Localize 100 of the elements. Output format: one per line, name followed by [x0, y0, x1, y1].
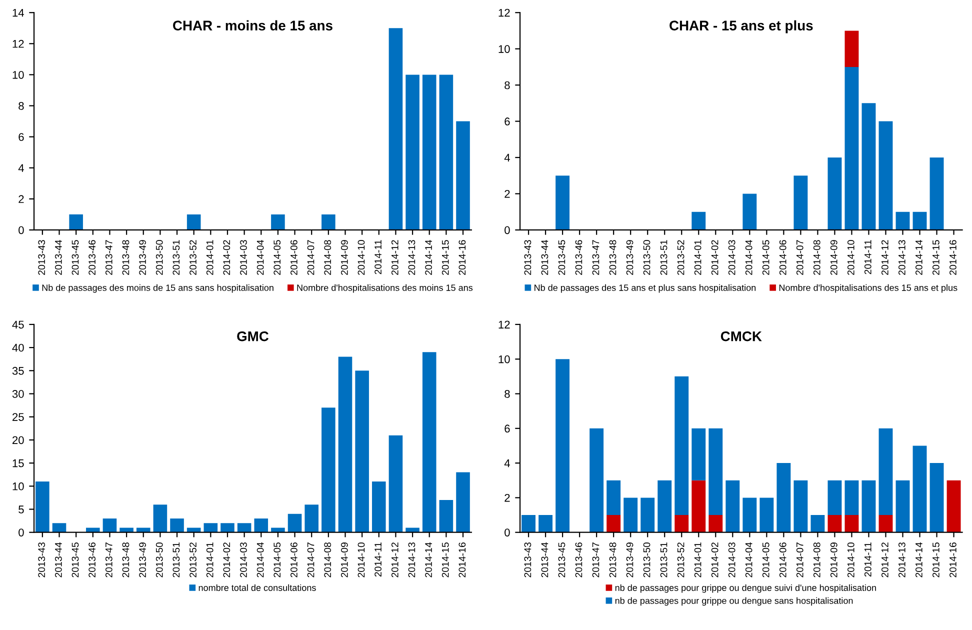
- bar: [86, 528, 100, 532]
- x-tick-label: 2014-05: [274, 542, 281, 578]
- bar: [36, 482, 50, 532]
- bar: [288, 514, 302, 532]
- x-tick-label: 2013-52: [190, 542, 196, 578]
- x-tick-label: 2013-48: [609, 240, 616, 275]
- x-tick-label: 2014-15: [932, 240, 940, 275]
- bar: [102, 518, 117, 532]
- bar: [538, 515, 553, 532]
- bar: [338, 356, 352, 532]
- bar: [708, 515, 723, 532]
- y-tick-label: 14: [12, 8, 24, 17]
- x-tick-label: 2014-11: [864, 542, 872, 577]
- x-tick-label: 2014-01: [694, 542, 702, 578]
- bar: [658, 480, 672, 532]
- bar: [624, 498, 638, 532]
- x-tick-label: 2014-16: [950, 240, 956, 275]
- bar: [878, 121, 893, 230]
- x-tick-label: 2013-45: [558, 240, 566, 275]
- bar: [742, 498, 757, 532]
- x-tick-label: 2013-49: [139, 542, 146, 578]
- y-tick-label: 2: [18, 195, 24, 203]
- x-tick-label: 2013-50: [643, 542, 650, 578]
- bar: [153, 504, 168, 532]
- chart-title: CHAR - moins de 15 ans: [173, 20, 332, 30]
- x-tick-label: 2013-52: [677, 542, 684, 578]
- bar: [355, 370, 369, 532]
- x-tick-label: 2014-07: [307, 240, 314, 275]
- bar: [456, 472, 470, 532]
- bar: [692, 428, 706, 480]
- y-tick-label: 6: [504, 424, 510, 433]
- bar: [844, 515, 859, 532]
- x-tick-label: 2014-03: [240, 240, 247, 275]
- x-tick-label: 2014-14: [915, 542, 922, 578]
- x-tick-label: 2014-09: [830, 240, 838, 275]
- x-tick-label: 2014-11: [864, 240, 872, 274]
- y-tick-label: 8: [504, 81, 510, 90]
- y-tick-label: 2: [504, 190, 510, 198]
- bar: [606, 480, 621, 516]
- y-tick-label: 0: [504, 528, 510, 536]
- x-tick-label: 2013-47: [105, 542, 112, 578]
- bar: [640, 498, 655, 532]
- x-tick-label: 2013-44: [54, 542, 62, 578]
- x-tick-label: 2014-11: [374, 542, 382, 577]
- x-tick-label: 2014-07: [796, 240, 804, 275]
- chart-title: GMC: [237, 331, 269, 342]
- x-tick-label: 2014-12: [881, 240, 888, 275]
- bar: [810, 515, 825, 532]
- bar: [760, 498, 774, 532]
- x-tick-label: 2013-43: [524, 542, 532, 578]
- bar: [828, 480, 842, 516]
- x-tick-label: 2014-16: [950, 542, 956, 578]
- x-tick-label: 2013-49: [139, 240, 146, 275]
- bar: [692, 212, 706, 230]
- y-tick-label: 10: [498, 355, 510, 364]
- x-tick-label: 2014-04: [745, 542, 752, 578]
- x-tick-label: 2014-04: [256, 240, 264, 275]
- x-tick-label: 2013-45: [72, 542, 79, 578]
- x-tick-label: 2013-48: [609, 542, 616, 578]
- bar: [878, 515, 893, 532]
- x-tick-label: 2014-09: [340, 240, 348, 275]
- bar: [170, 518, 184, 532]
- y-tick-label: 12: [498, 320, 510, 328]
- bar: [136, 528, 150, 532]
- y-tick-label: 0: [18, 528, 24, 536]
- x-tick-label: 2013-51: [660, 240, 668, 275]
- x-tick-label: 2014-01: [206, 542, 214, 578]
- x-tick-label: 2013-50: [643, 240, 650, 275]
- y-tick-label: 45: [12, 320, 24, 329]
- bar: [556, 176, 570, 230]
- x-tick-label: 2014-09: [830, 542, 838, 578]
- x-tick-label: 2014-14: [425, 240, 432, 275]
- legend-label: Nb de passages des moins de 15 ans sans hospitalisation: [42, 284, 274, 293]
- x-tick-label: 2014-02: [223, 542, 230, 578]
- bar: [120, 528, 134, 532]
- bar: [237, 523, 252, 532]
- y-tick-label: 30: [12, 390, 24, 398]
- x-tick-label: 2014-13: [898, 240, 906, 275]
- bar: [590, 428, 604, 532]
- legend-label: Nombre d'hospitalisations des 15 ans et plus: [779, 284, 958, 293]
- x-tick-label: 2014-07: [307, 542, 314, 578]
- bar: [844, 66, 859, 230]
- bar: [896, 212, 910, 230]
- x-tick-label: 2014-02: [711, 240, 718, 275]
- x-tick-label: 2014-09: [340, 542, 348, 578]
- x-tick-label: 2014-04: [256, 542, 264, 578]
- bar: [776, 463, 791, 532]
- bar: [304, 504, 318, 532]
- bar: [422, 74, 436, 230]
- x-tick-label: 2014-05: [274, 240, 281, 275]
- bar: [522, 515, 536, 532]
- x-tick-label: 2014-08: [324, 542, 332, 578]
- bar: [828, 158, 842, 230]
- bar: [606, 515, 621, 532]
- y-tick-label: 0: [504, 226, 510, 234]
- x-tick-label: 2014-01: [694, 240, 702, 275]
- bar: [406, 74, 420, 230]
- x-tick-label: 2013-46: [88, 542, 96, 578]
- bar: [878, 428, 893, 516]
- x-tick-label: 2014-02: [223, 240, 230, 275]
